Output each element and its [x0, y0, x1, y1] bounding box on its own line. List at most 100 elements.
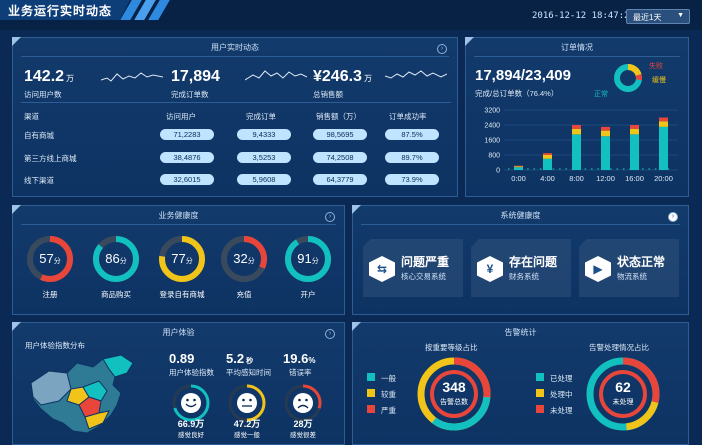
experience-panel: 用户体验 › 用户体验指数分布 0.89 用户体验指数 5.2 秒 平均感知时间 …	[12, 322, 345, 445]
kpi-orders: 17,894	[171, 68, 220, 85]
col-header: 订单成功率	[389, 112, 427, 121]
alerts-panel: 告警统计 按重要等级占比 告警处理情况占比 一般 较重 严重 已处理 处理中 未…	[352, 322, 689, 445]
metric-error-rate: 19.6%	[283, 351, 316, 366]
kpi-visits-label: 访问用户数	[24, 90, 62, 99]
x-tick-label: 16:00	[625, 174, 644, 183]
kpi-sales: ¥246.3 万	[313, 68, 372, 85]
period-select[interactable]: 最近1天 ▼	[626, 9, 690, 24]
baseline-tick	[667, 168, 670, 170]
panel-title: 用户体验	[162, 328, 195, 337]
bar-segment	[659, 121, 668, 127]
alert-unhandled: 62	[615, 379, 631, 395]
health-gauge	[285, 236, 331, 282]
bar-segment	[543, 153, 552, 155]
baseline-tick	[539, 168, 542, 170]
sparkline	[385, 70, 447, 79]
bar-segment	[630, 128, 639, 135]
info-icon[interactable]: ›	[325, 329, 335, 339]
china-map	[30, 354, 134, 434]
cell-orders: 9,4333	[237, 129, 291, 140]
alert-unhandled-label: 未处理	[612, 399, 634, 406]
y-tick-label: 3200	[484, 108, 500, 115]
face-label: 感觉良好	[178, 432, 204, 439]
x-tick-label: 0:00	[511, 174, 526, 183]
face-gauge-icon	[172, 384, 210, 422]
cell-sales: 64,3779	[313, 174, 367, 185]
col-header: 销售额（万）	[316, 112, 361, 121]
alert-handling-donut	[586, 357, 660, 431]
row-channel: 自有商城	[24, 131, 54, 140]
info-icon[interactable]: ›	[437, 44, 447, 54]
metric-perceived-time: 5.2 秒	[226, 351, 254, 366]
face-label: 感觉很差	[290, 432, 316, 439]
alert-level-title: 按重要等级占比	[425, 343, 478, 352]
bar-segment	[659, 126, 668, 170]
x-tick-label: 20:00	[654, 174, 673, 183]
y-tick-label: 1600	[484, 138, 500, 145]
x-tick-label: 4:00	[540, 174, 555, 183]
baseline-tick	[559, 168, 561, 170]
bar-segment	[630, 125, 639, 129]
bar-segment	[514, 167, 523, 170]
legend-normal: 正常	[594, 91, 608, 98]
system-panel: 系统健康度 › ⇆ 问题严重 核心交易系统 ¥ 存在问题 财务系统 ▶ 状态正常…	[352, 205, 689, 315]
bar-segment	[543, 158, 552, 170]
app-title: 业务运行实时动态	[8, 4, 113, 18]
sparkline	[245, 70, 307, 81]
legend-label: 较重	[381, 390, 396, 399]
baseline-tick	[610, 168, 612, 170]
alert-total: 348	[442, 379, 466, 395]
gauge-label: 商品购买	[101, 290, 131, 299]
baseline-tick	[642, 168, 644, 170]
legend-label: 未处理	[550, 406, 573, 415]
divider	[21, 102, 451, 103]
panel-corner	[352, 205, 361, 214]
cell-orders: 3,5253	[237, 152, 291, 163]
system-name: 物流系统	[617, 272, 647, 281]
baseline-tick	[546, 168, 548, 170]
row-channel: 线下渠道	[24, 176, 54, 185]
panel-title: 用户实时动态	[211, 43, 259, 52]
gauge-value: 77分	[171, 251, 193, 266]
face-value: 47.2万	[233, 419, 261, 429]
chevron-right-icon[interactable]: ›	[668, 212, 678, 222]
cell-rate: 89.7%	[385, 152, 439, 163]
alert-total-label: 告警总数	[440, 399, 468, 406]
cell-sales: 74,2508	[313, 152, 367, 163]
realtime-panel: 用户实时动态 › 142.2 万 访问用户数 17,894 完成订单数 ¥246.…	[12, 37, 458, 197]
legend-label: 严重	[381, 406, 396, 415]
cell-sales: 98,5695	[313, 129, 367, 140]
chevron-down-icon: ▼	[677, 12, 684, 19]
system-status: 存在问题	[509, 255, 558, 269]
metric-label: 用户体验指数	[169, 368, 214, 377]
face-gauge-icon	[284, 384, 322, 422]
ticket-icon: ¥	[477, 256, 503, 282]
legend-swatch	[536, 405, 544, 413]
row-channel: 第三方线上商城	[24, 154, 77, 163]
gauge-value: 32分	[233, 251, 255, 266]
panel-title: 业务健康度	[158, 211, 199, 220]
orders-headline: 17,894/23,409	[475, 67, 571, 84]
baseline-tick	[661, 168, 663, 170]
panel-corner	[465, 37, 474, 46]
info-icon[interactable]: ›	[325, 212, 335, 222]
cell-visits: 32,6015	[160, 174, 214, 185]
x-tick-label: 12:00	[596, 174, 615, 183]
face-gauge-icon	[228, 384, 266, 422]
gauge-value: 57分	[39, 251, 61, 266]
period-select-value: 最近1天	[633, 13, 662, 22]
cell-rate: 73.9%	[385, 174, 439, 185]
bar-segment	[572, 125, 581, 129]
orders-donut	[614, 64, 642, 92]
baseline-tick	[635, 168, 638, 170]
baseline-tick	[654, 168, 657, 170]
baseline-tick	[508, 168, 510, 170]
col-header: 渠道	[24, 112, 39, 121]
orders-bar-chart: 3200 2400 1600 800 0 0:00 4:00 8:00 12:00 16:00 20…	[484, 108, 678, 183]
baseline-tick	[533, 168, 536, 170]
baseline-tick	[578, 168, 580, 170]
y-tick-label: 800	[488, 153, 500, 160]
panel-title: 系统健康度	[500, 211, 541, 220]
kpi-sales-label: 总销售额	[313, 90, 343, 99]
kpi-orders-label: 完成订单数	[171, 90, 209, 99]
